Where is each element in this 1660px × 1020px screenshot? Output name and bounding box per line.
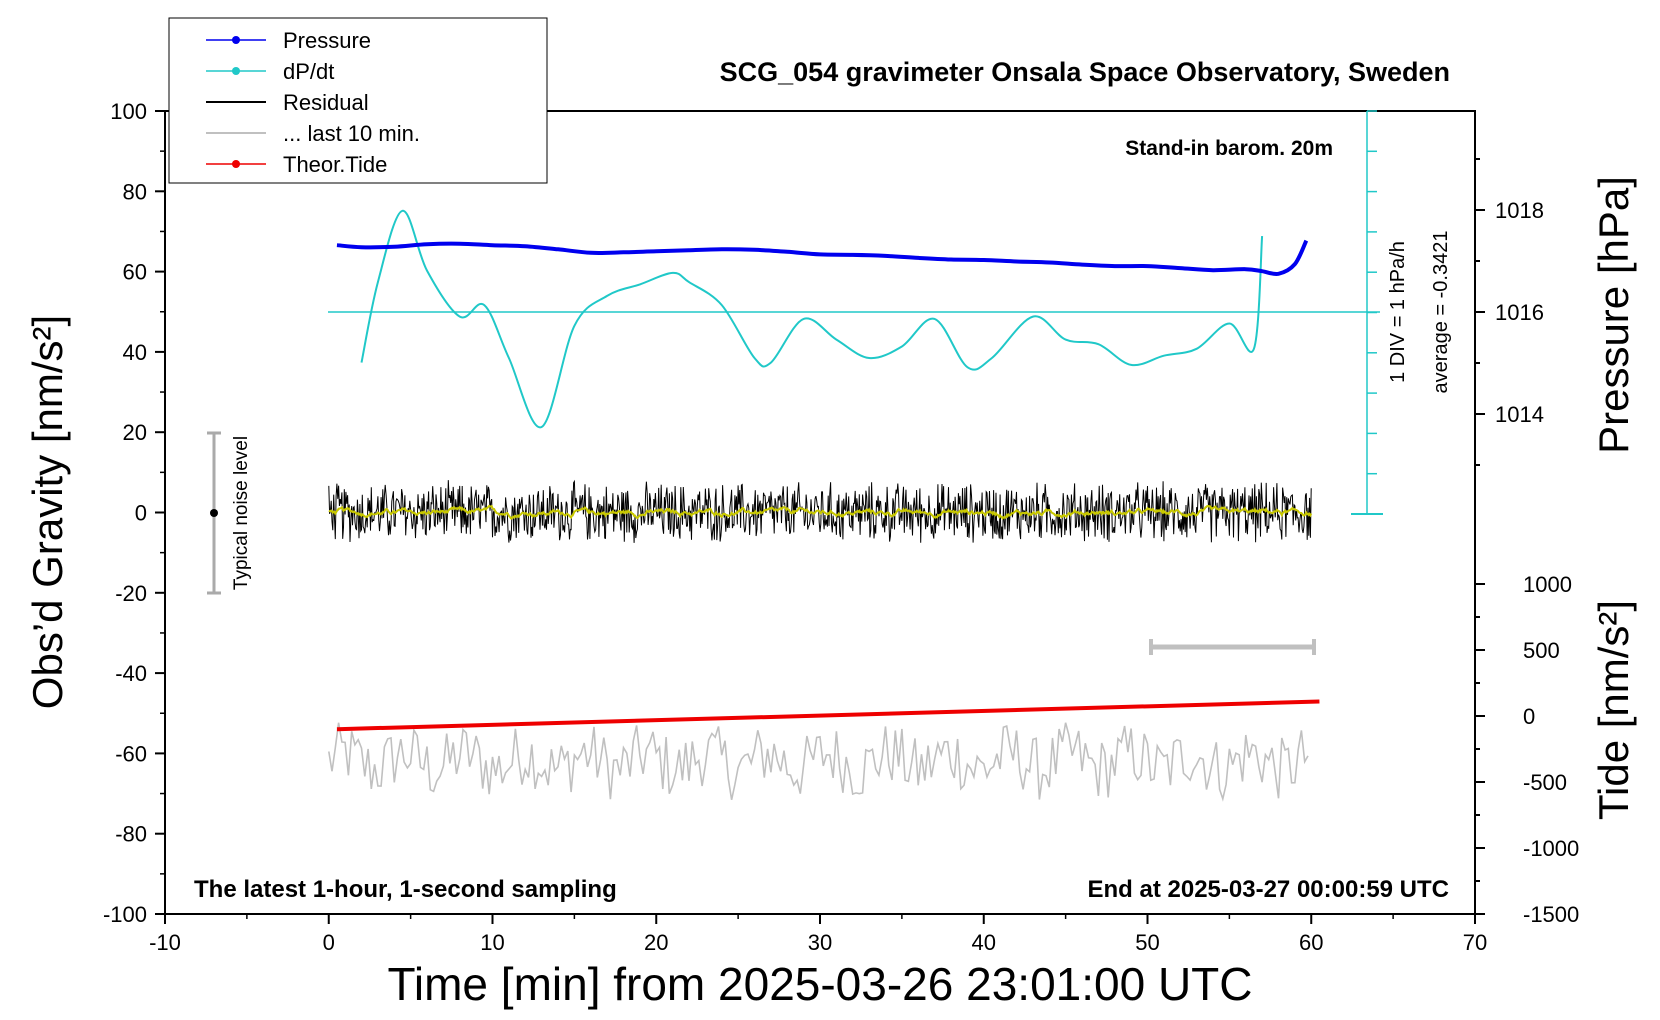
pressure-tick-label: 1016 — [1495, 300, 1544, 325]
tide-tick-label: 500 — [1523, 638, 1560, 663]
legend-pressure-marker — [232, 36, 240, 44]
tide-tick-label: -500 — [1523, 770, 1567, 795]
axes: -10 0 10 20 30 40 50 60 70100806040200-20-40-60-… — [103, 99, 1579, 955]
y-tick-label: -60 — [115, 741, 147, 766]
y-tick-label: 60 — [123, 260, 147, 285]
dpdt-series-line — [360, 209, 1264, 429]
y-tick-label: 20 — [123, 420, 147, 445]
y-tick-label: 40 — [123, 340, 147, 365]
x-tick-label: 60 — [1299, 930, 1323, 955]
y-axis-label-pressure: Pressure [hPa] — [1590, 176, 1637, 454]
noise-dot — [210, 509, 218, 517]
y-tick-label: 0 — [135, 501, 147, 526]
legend-dpdt-label: dP/dt — [283, 59, 334, 84]
x-tick-label: -10 — [149, 930, 181, 955]
legend-dpdt-marker — [232, 67, 240, 75]
y-axis-label-left: Obs’d Gravity [nm/s²] — [24, 315, 71, 709]
legend: Pressure dP/dt Residual ... last 10 min.… — [168, 17, 548, 184]
x-tick-label: 40 — [972, 930, 996, 955]
tide-tick-label: -1500 — [1523, 902, 1579, 927]
end-time-note: End at 2025-03-27 00:00:59 UTC — [1088, 876, 1450, 903]
x-axis-label: Time [min] from 2025-03-26 23:01:00 UTC — [388, 958, 1253, 1010]
tide-tick-label: 0 — [1523, 704, 1535, 729]
average-note: average = -0.3421 — [1430, 231, 1452, 394]
legend-pressure-label: Pressure — [283, 28, 371, 53]
residual-smoothed-line — [328, 504, 1313, 521]
pressure-tick-label: 1014 — [1495, 402, 1544, 427]
tide-tick-label: 1000 — [1523, 572, 1572, 597]
y-tick-label: -100 — [103, 902, 147, 927]
pressure-series-line — [336, 239, 1309, 277]
legend-residual-label: Residual — [283, 90, 369, 115]
legend-tide-label: Theor.Tide — [283, 152, 387, 177]
dpdt-scale-bar — [1351, 110, 1383, 515]
x-tick-label: 50 — [1135, 930, 1159, 955]
legend-box — [168, 17, 548, 184]
x-tick-label: 0 — [323, 930, 335, 955]
sampling-note: The latest 1-hour, 1-second sampling — [194, 876, 617, 903]
y-tick-label: -20 — [115, 581, 147, 606]
tide-series-line — [336, 699, 1320, 732]
y-tick-label: 100 — [110, 99, 147, 124]
residual-series-line — [328, 479, 1312, 543]
x-tick-label: 30 — [808, 930, 832, 955]
series-group — [328, 209, 1320, 802]
noise-label: Typical noise level — [231, 436, 252, 590]
legend-tide-marker — [232, 160, 240, 168]
y-tick-label: -40 — [115, 661, 147, 686]
chart-title: SCG_054 gravimeter Onsala Space Observat… — [720, 57, 1450, 87]
barometer-note: Stand-in barom. 20m — [1125, 137, 1333, 160]
x-tick-label: 70 — [1463, 930, 1487, 955]
last10-range-bar — [1149, 639, 1316, 655]
tide-tick-label: -1000 — [1523, 836, 1579, 861]
y-tick-label: 80 — [123, 179, 147, 204]
div-note: 1 DIV = 1 hPa/h — [1387, 241, 1409, 383]
y-tick-label: -80 — [115, 822, 147, 847]
noise-level-indicator — [207, 431, 221, 595]
legend-last10-label: ... last 10 min. — [283, 121, 420, 146]
pressure-tick-label: 1018 — [1495, 198, 1544, 223]
x-tick-label: 20 — [644, 930, 668, 955]
y-axis-label-tide: Tide [nm/s²] — [1590, 600, 1637, 820]
x-tick-label: 10 — [480, 930, 504, 955]
last10-series-line — [328, 722, 1309, 802]
